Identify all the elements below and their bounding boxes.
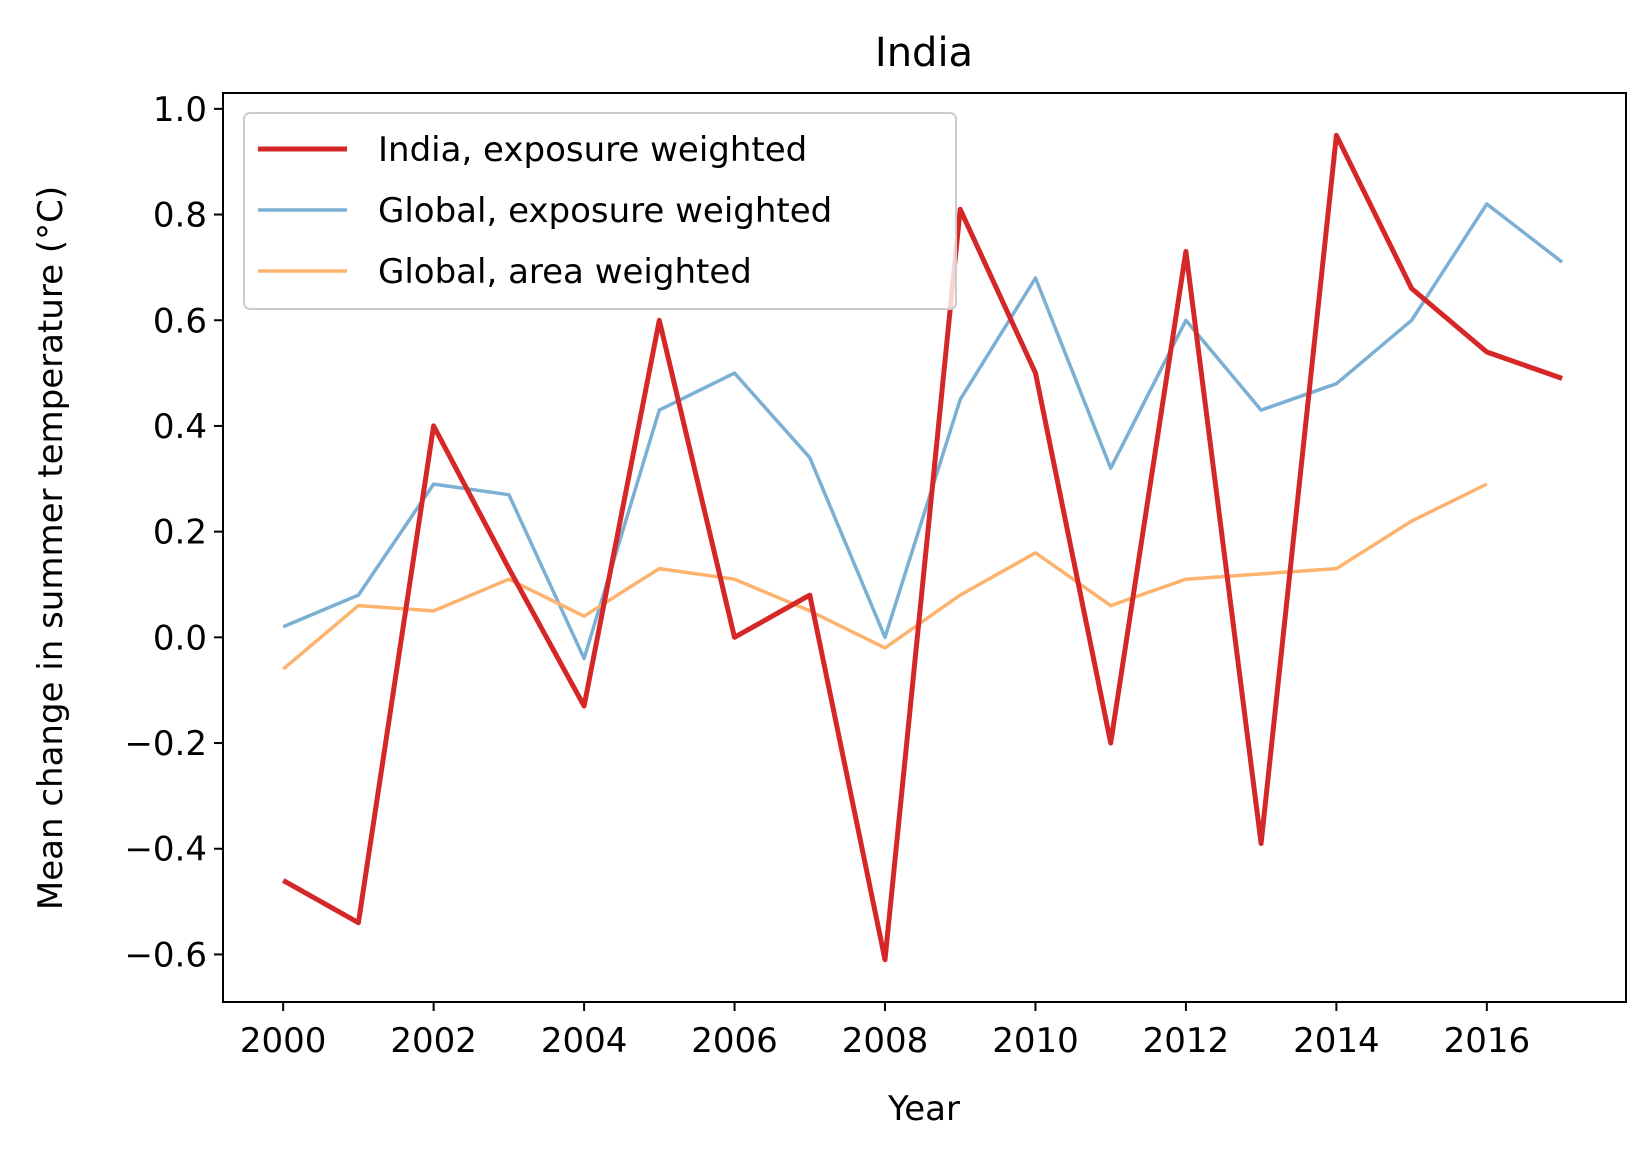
series-line-global-exposure — [282, 202, 1564, 661]
x-tick-label: 2010 — [992, 1021, 1079, 1061]
legend-entry-global-exposure: Global, exposure weighted — [378, 191, 832, 231]
x-tick-label: 2000 — [240, 1021, 327, 1061]
x-tick-label: 2016 — [1444, 1021, 1531, 1061]
x-axis-label: Year — [887, 1089, 960, 1129]
chart-title: India — [875, 30, 973, 76]
y-axis: −0.6 −0.4 −0.2 0.0 0.2 0.4 0.6 0.8 1.0 — [124, 90, 223, 975]
y-tick-label: 1.0 — [153, 90, 207, 130]
x-tick-label: 2008 — [842, 1021, 929, 1061]
y-tick-label: −0.4 — [124, 830, 207, 870]
series-line-india-exposure — [281, 132, 1563, 963]
y-tick-label: −0.6 — [124, 935, 207, 975]
plot-frame — [222, 92, 1627, 1003]
x-tick-label: 2002 — [390, 1021, 477, 1061]
legend: India, exposure weighted Global, exposur… — [243, 112, 957, 310]
legend-frame — [243, 112, 957, 310]
legend-entry-india-exposure: India, exposure weighted — [378, 130, 807, 170]
series-line-global-area — [282, 482, 1488, 671]
legend-entry-global-area: Global, area weighted — [378, 252, 752, 292]
y-tick-label: 0.6 — [153, 301, 207, 341]
y-tick-label: 0.4 — [153, 407, 207, 447]
y-tick-label: 0.8 — [153, 196, 207, 236]
series-layer — [281, 132, 1564, 963]
y-axis-label: Mean change in summer temperature (°C) — [31, 186, 71, 910]
y-tick-label: 0.2 — [153, 513, 207, 553]
x-tick-label: 2004 — [541, 1021, 628, 1061]
y-tick-label: −0.2 — [124, 724, 207, 764]
x-tick-label: 2012 — [1143, 1021, 1230, 1061]
x-axis: 2000 2002 2004 2006 2008 2010 2012 2014 2016 — [240, 1002, 1530, 1061]
x-tick-label: 2014 — [1293, 1021, 1380, 1061]
y-tick-label: 0.0 — [153, 618, 207, 658]
x-tick-label: 2006 — [691, 1021, 778, 1061]
